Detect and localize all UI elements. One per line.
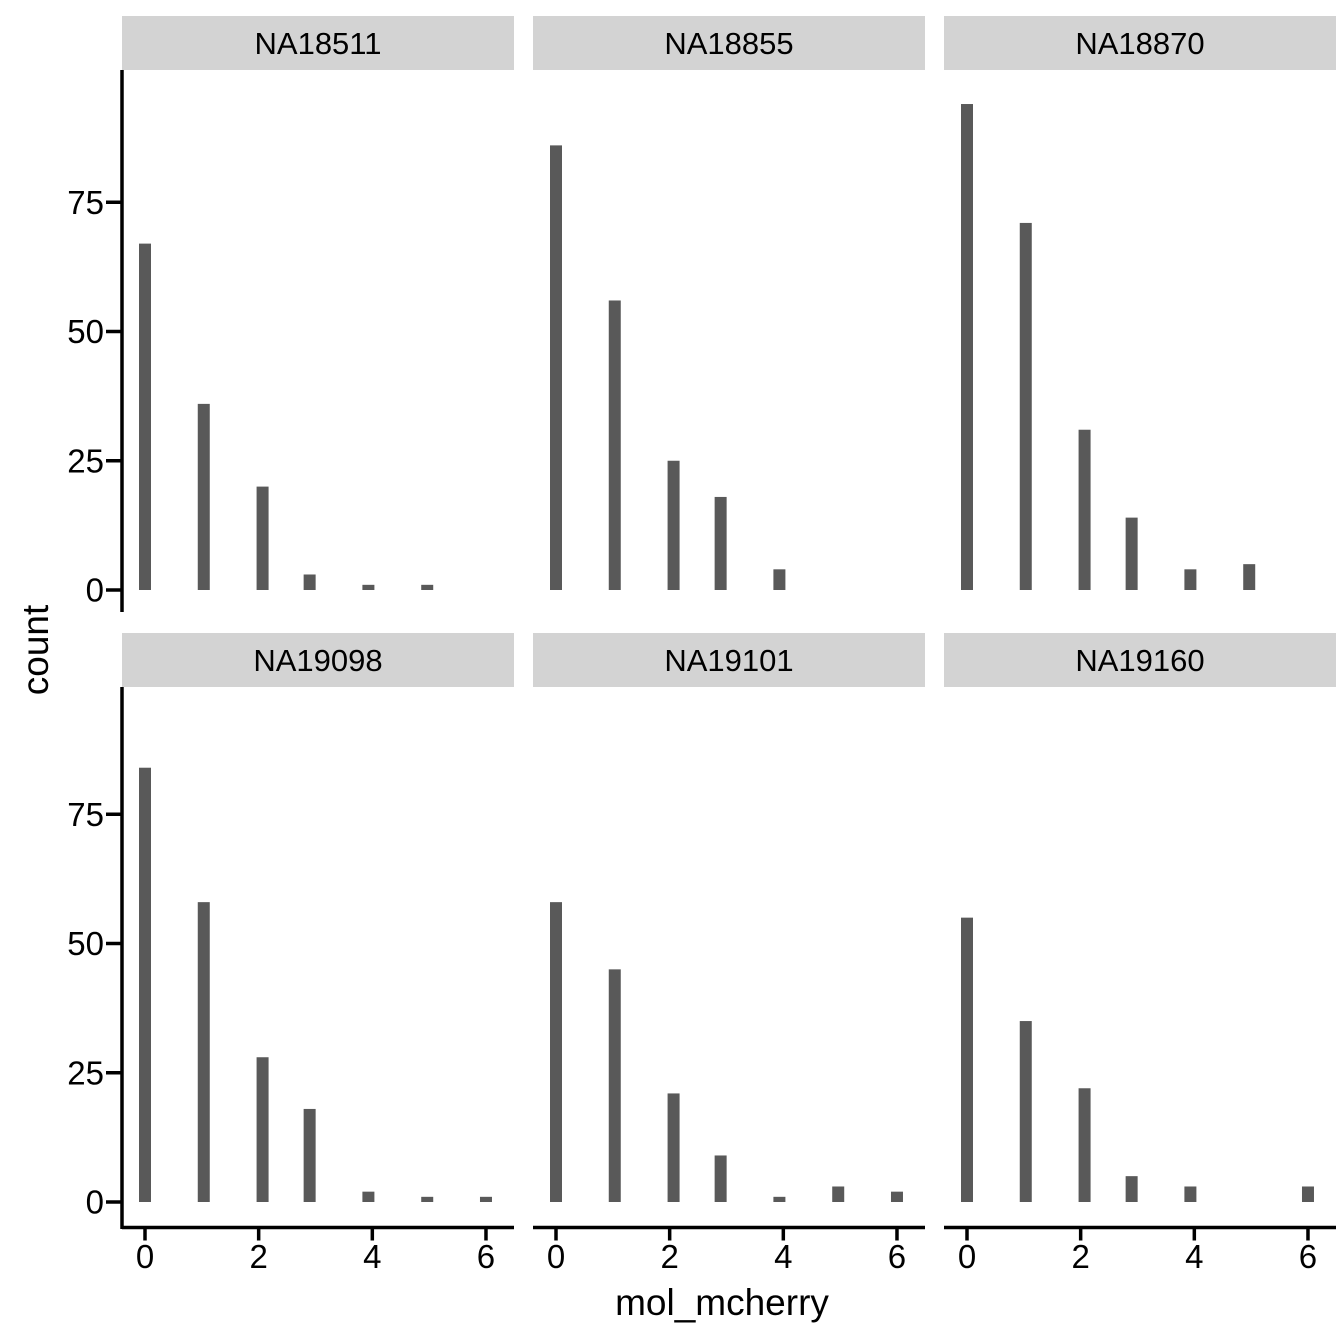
y-tick-label-0-row2: 0 (86, 1184, 104, 1221)
histogram-bar-NA19101-x1 (608, 969, 621, 1202)
facet-strip-label-NA18855: NA18855 (664, 26, 793, 61)
histogram-bar-NA18870-x2 (1078, 429, 1091, 590)
x-tick-label-0-col1: 0 (136, 1238, 154, 1275)
histogram-bar-NA19098-x0 (139, 767, 151, 1202)
histogram-bar-NA19098-x2 (256, 1057, 269, 1202)
histogram-bar-NA18855-x2 (667, 460, 680, 590)
y-tick-label-0-row1: 0 (86, 572, 104, 609)
histogram-bar-NA18870-x3 (1125, 517, 1138, 590)
x-tick-label-4-col3: 4 (1185, 1238, 1203, 1275)
facet-strip-label-NA18511: NA18511 (255, 26, 382, 61)
y-tick-label-25-row1: 25 (67, 442, 104, 479)
x-axis-title: mol_mcherry (615, 1282, 829, 1323)
histogram-bar-NA19098-x3 (303, 1108, 316, 1202)
x-tick-label-0-col3: 0 (958, 1238, 976, 1275)
x-tick-label-2-col3: 2 (1071, 1238, 1089, 1275)
histogram-bar-NA18511-x1 (197, 403, 210, 590)
histogram-bar-NA19160-x2 (1078, 1088, 1091, 1202)
facet-strip-NA19160 (944, 633, 1336, 687)
histogram-bar-NA18855-x0 (550, 145, 562, 590)
x-tick-label-2-col1: 2 (249, 1238, 267, 1275)
histogram-bar-NA19160-x0 (961, 917, 973, 1202)
histogram-bar-NA19098-x4 (362, 1191, 375, 1202)
x-tick-label-4-col2: 4 (774, 1238, 792, 1275)
histogram-bar-NA19160-x6 (1301, 1186, 1314, 1202)
histogram-bar-NA18511-x3 (303, 574, 316, 590)
histogram-bar-NA19101-x0 (550, 902, 562, 1202)
facet-strip-label-NA19098: NA19098 (253, 643, 382, 678)
x-tick-label-2-col2: 2 (660, 1238, 678, 1275)
histogram-bar-NA19160-x1 (1019, 1021, 1032, 1202)
y-tick-label-50-row1: 50 (67, 313, 104, 350)
y-tick-label-50-row2: 50 (67, 925, 104, 962)
x-tick-label-6-col3: 6 (1299, 1238, 1317, 1275)
facet-strip-label-NA19160: NA19160 (1075, 643, 1204, 678)
histogram-bar-NA19160-x3 (1125, 1176, 1138, 1202)
x-tick-label-0-col2: 0 (547, 1238, 565, 1275)
histogram-bar-NA19160-x4 (1184, 1186, 1197, 1202)
histogram-bar-NA18511-x4 (362, 584, 375, 590)
histogram-bar-NA19098-x1 (197, 902, 210, 1202)
histogram-bar-NA19098-x6 (479, 1196, 492, 1202)
facet-strip-NA19098 (122, 633, 514, 687)
histogram-bar-NA19101-x5 (832, 1186, 845, 1202)
facet-strip-NA18870 (944, 16, 1336, 70)
histogram-bar-NA19098-x5 (421, 1196, 434, 1202)
histogram-bar-NA19101-x6 (890, 1191, 903, 1202)
histogram-bar-NA18855-x1 (608, 300, 621, 590)
y-tick-label-75-row2: 75 (67, 796, 104, 833)
histogram-bar-NA18511-x2 (256, 486, 269, 590)
histogram-bar-NA18855-x4 (773, 569, 786, 590)
histogram-bar-NA18855-x3 (714, 496, 727, 590)
histogram-bar-NA18870-x5 (1243, 564, 1256, 590)
histogram-bar-NA18870-x4 (1184, 569, 1197, 590)
facet-strip-label-NA19101: NA19101 (664, 643, 793, 678)
facet-strip-NA18511 (122, 16, 514, 70)
y-axis-title: count (15, 604, 56, 696)
x-tick-label-6-col2: 6 (888, 1238, 906, 1275)
histogram-bar-NA19101-x4 (773, 1196, 786, 1202)
histogram-bar-NA19101-x2 (667, 1093, 680, 1202)
x-tick-label-6-col1: 6 (477, 1238, 495, 1275)
histogram-bar-NA18870-x0 (961, 104, 973, 591)
y-tick-label-75-row1: 75 (67, 184, 104, 221)
histogram-bar-NA19101-x3 (714, 1155, 727, 1202)
facet-strip-label-NA18870: NA18870 (1075, 26, 1204, 61)
x-tick-label-4-col1: 4 (363, 1238, 381, 1275)
histogram-bar-NA18870-x1 (1019, 222, 1032, 590)
facet-strip-NA19101 (533, 633, 925, 687)
histogram-bar-NA18511-x0 (139, 243, 151, 591)
y-tick-label-25-row2: 25 (67, 1054, 104, 1091)
histogram-bar-NA18511-x5 (421, 584, 434, 590)
facet-strip-NA18855 (533, 16, 925, 70)
